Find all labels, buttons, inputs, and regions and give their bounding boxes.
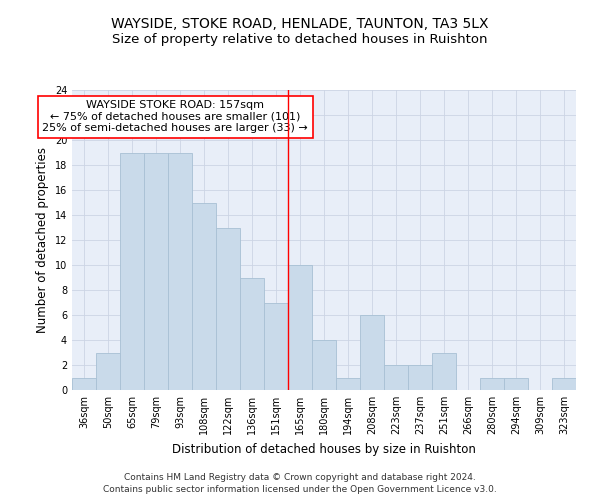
Bar bbox=[552, 378, 576, 390]
Text: WAYSIDE, STOKE ROAD, HENLADE, TAUNTON, TA3 5LX: WAYSIDE, STOKE ROAD, HENLADE, TAUNTON, T… bbox=[111, 18, 489, 32]
Bar bbox=[336, 378, 360, 390]
Bar bbox=[288, 265, 312, 390]
Bar bbox=[168, 152, 192, 390]
Bar bbox=[72, 378, 96, 390]
Bar bbox=[384, 365, 408, 390]
Bar bbox=[408, 365, 432, 390]
Bar bbox=[192, 202, 216, 390]
Bar bbox=[360, 315, 384, 390]
Bar bbox=[144, 152, 168, 390]
Bar bbox=[216, 228, 240, 390]
Y-axis label: Number of detached properties: Number of detached properties bbox=[36, 147, 49, 333]
Bar bbox=[120, 152, 144, 390]
Bar bbox=[240, 278, 264, 390]
Bar bbox=[264, 302, 288, 390]
Bar bbox=[96, 352, 120, 390]
X-axis label: Distribution of detached houses by size in Ruishton: Distribution of detached houses by size … bbox=[172, 442, 476, 456]
Bar bbox=[480, 378, 504, 390]
Text: Size of property relative to detached houses in Ruishton: Size of property relative to detached ho… bbox=[112, 32, 488, 46]
Bar bbox=[432, 352, 456, 390]
Text: Contains HM Land Registry data © Crown copyright and database right 2024.: Contains HM Land Registry data © Crown c… bbox=[124, 473, 476, 482]
Bar bbox=[504, 378, 528, 390]
Text: WAYSIDE STOKE ROAD: 157sqm
← 75% of detached houses are smaller (101)
25% of sem: WAYSIDE STOKE ROAD: 157sqm ← 75% of deta… bbox=[43, 100, 308, 133]
Bar bbox=[312, 340, 336, 390]
Text: Contains public sector information licensed under the Open Government Licence v3: Contains public sector information licen… bbox=[103, 486, 497, 494]
